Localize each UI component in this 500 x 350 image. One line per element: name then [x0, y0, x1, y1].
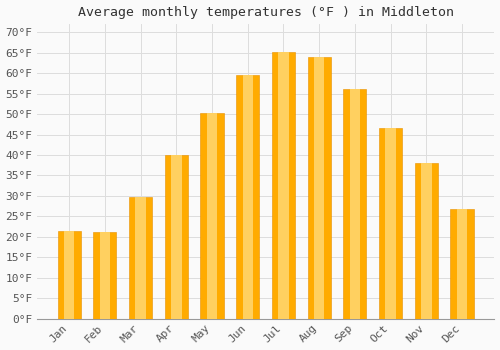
- Bar: [421, 163, 432, 319]
- Bar: [200, 113, 224, 319]
- Bar: [164, 155, 188, 319]
- Bar: [414, 163, 438, 319]
- Bar: [64, 231, 74, 319]
- Bar: [242, 75, 253, 319]
- Bar: [129, 197, 152, 319]
- Bar: [386, 128, 396, 319]
- Bar: [344, 90, 366, 319]
- Title: Average monthly temperatures (°F ) in Middleton: Average monthly temperatures (°F ) in Mi…: [78, 6, 454, 19]
- Bar: [457, 210, 468, 319]
- Bar: [136, 197, 146, 319]
- Bar: [171, 155, 181, 319]
- Bar: [58, 231, 80, 319]
- Bar: [450, 210, 473, 319]
- Bar: [278, 52, 288, 319]
- Bar: [100, 232, 110, 319]
- Bar: [272, 52, 295, 319]
- Bar: [207, 113, 217, 319]
- Bar: [350, 90, 360, 319]
- Bar: [314, 57, 324, 319]
- Bar: [379, 128, 402, 319]
- Bar: [308, 57, 331, 319]
- Bar: [236, 75, 260, 319]
- Bar: [93, 232, 116, 319]
